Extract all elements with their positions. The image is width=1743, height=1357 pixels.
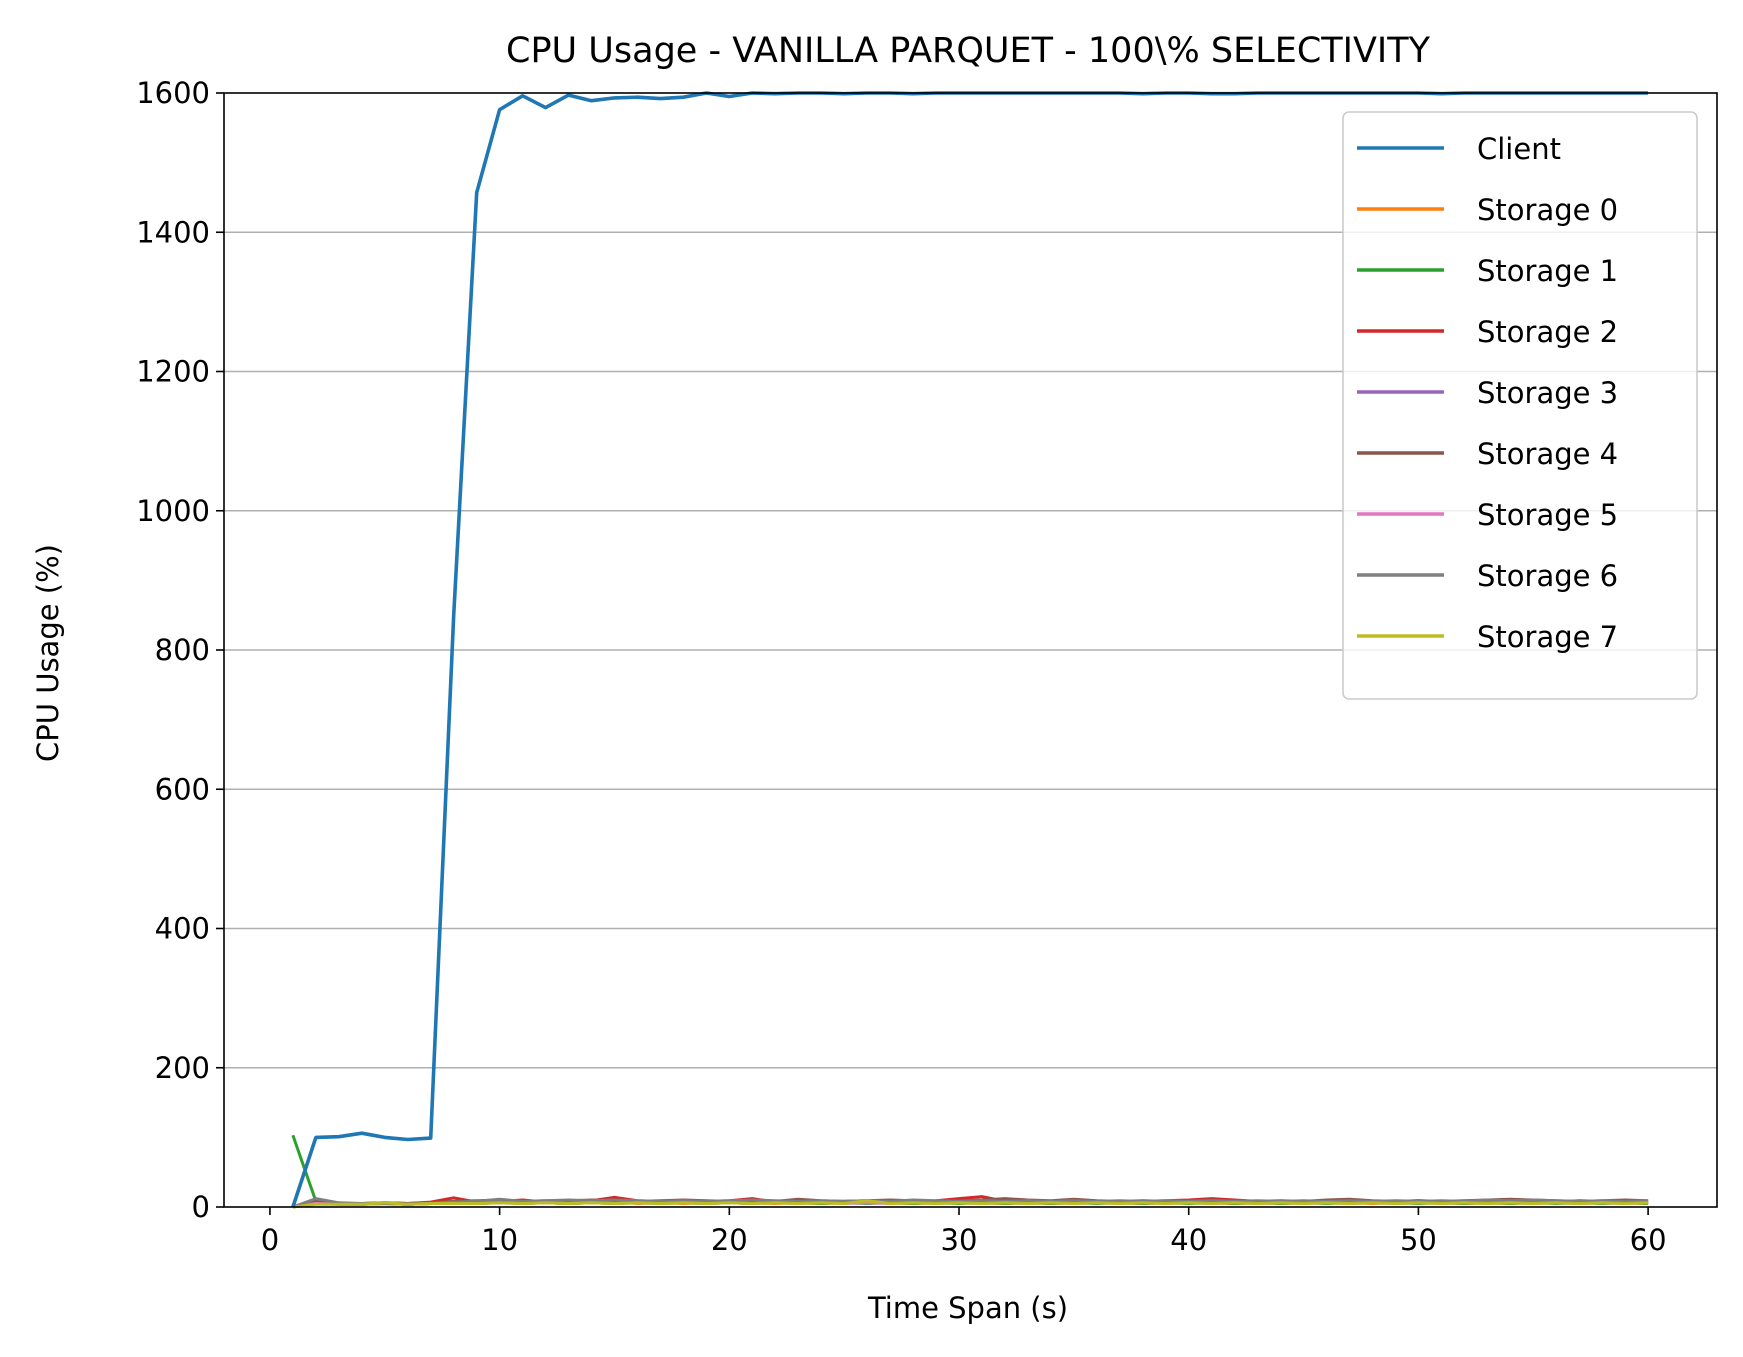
- legend-label-storage-6: Storage 6: [1477, 559, 1618, 593]
- x-axis-label: Time Span (s): [867, 1291, 1068, 1325]
- plot-series: [291, 91, 1649, 1209]
- series-line-storage-7: [292, 1199, 1649, 1209]
- legend-label-storage-5: Storage 5: [1477, 498, 1618, 532]
- legend-label-client: Client: [1477, 132, 1561, 166]
- legend: Client Storage 0 Storage 1 Storage 2 Storage…: [1342, 111, 1698, 700]
- legend-label-storage-7: Storage 7: [1477, 620, 1618, 654]
- legend-box: [1342, 111, 1698, 700]
- axis-ticks: 0 200 400 600 800 1000 1200 1400 1600 0 10 20 30 40 50…: [136, 76, 1666, 1257]
- legend-label-storage-1: Storage 1: [1477, 254, 1618, 288]
- x-tick-label: 10: [481, 1223, 518, 1257]
- y-tick-label: 1600: [136, 76, 210, 110]
- legend-label-storage-0: Storage 0: [1477, 193, 1618, 227]
- legend-label-storage-3: Storage 3: [1477, 376, 1618, 410]
- y-tick-label: 1400: [136, 215, 210, 249]
- y-tick-label: 1200: [136, 355, 210, 389]
- x-tick-label: 50: [1400, 1223, 1437, 1257]
- y-tick-label: 400: [155, 912, 210, 946]
- chart-title: CPU Usage - VANILLA PARQUET - 100\% SELE…: [506, 31, 1431, 71]
- x-tick-label: 20: [711, 1223, 748, 1257]
- y-tick-label: 800: [155, 633, 210, 667]
- legend-label-storage-4: Storage 4: [1477, 437, 1618, 471]
- y-tick-label: 600: [155, 772, 210, 806]
- x-tick-label: 0: [261, 1223, 279, 1257]
- y-tick-label: 200: [155, 1051, 210, 1085]
- legend-label-storage-2: Storage 2: [1477, 315, 1618, 349]
- x-tick-label: 40: [1170, 1223, 1207, 1257]
- y-axis-label: CPU Usage (%): [31, 544, 65, 762]
- series-line-storage-6: [292, 1197, 1649, 1209]
- y-tick-label: 1000: [136, 494, 210, 528]
- x-tick-label: 60: [1630, 1223, 1667, 1257]
- y-tick-label: 0: [192, 1190, 210, 1224]
- x-tick-label: 30: [941, 1223, 978, 1257]
